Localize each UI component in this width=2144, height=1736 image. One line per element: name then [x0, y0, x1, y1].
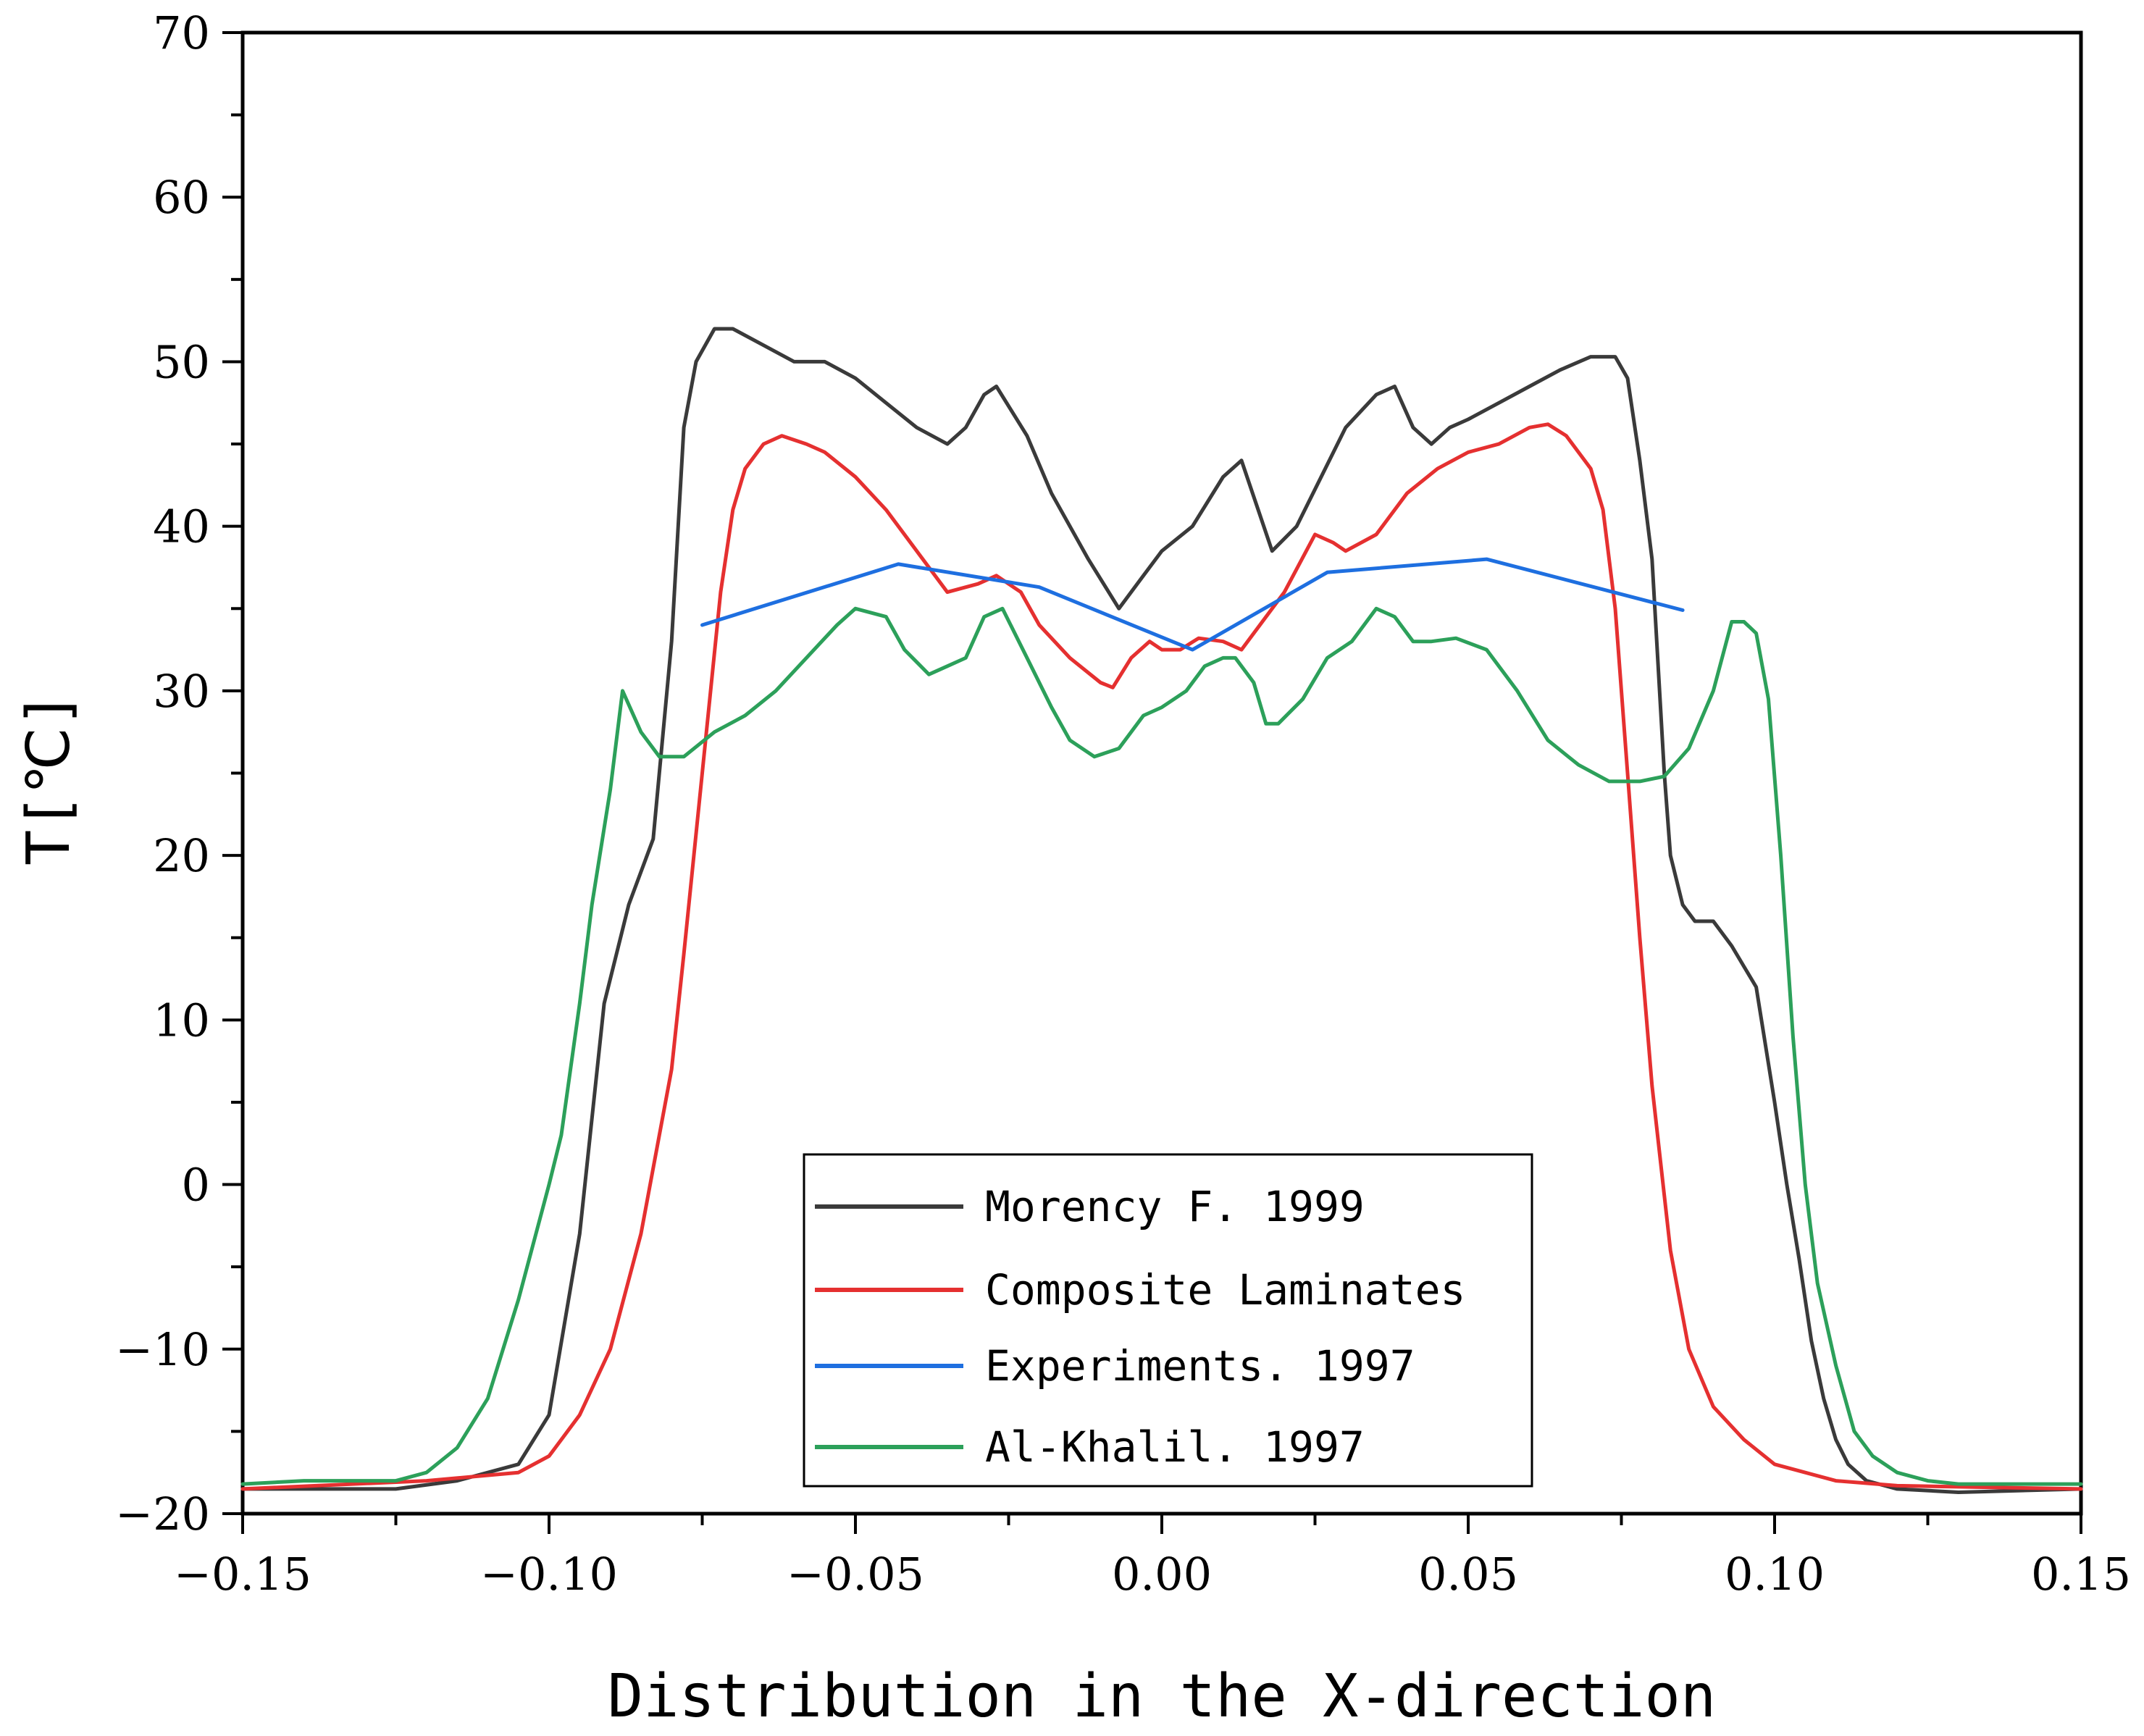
- series-line-morency-f-1999: [240, 327, 2083, 1494]
- y-tick-label: −10: [115, 1323, 210, 1376]
- series-line-al-khalil-1997: [240, 606, 2083, 1486]
- series-group: [240, 327, 2083, 1494]
- legend-label-morency-f-1999: Morency F. 1999: [985, 1182, 1365, 1231]
- y-tick-label: 0: [182, 1159, 210, 1212]
- x-tick-label: −0.05: [787, 1548, 924, 1601]
- y-tick-label: −20: [115, 1488, 210, 1540]
- x-tick-label: −0.10: [480, 1548, 618, 1601]
- x-axis-title: Distribution in the X-direction: [608, 1662, 1716, 1731]
- x-tick-label: 0.10: [1725, 1548, 1825, 1601]
- y-tick-label: 60: [153, 171, 210, 224]
- series-line-composite-laminates: [240, 422, 2083, 1491]
- y-axis-title: T[℃]: [14, 692, 83, 865]
- x-axis: −0.15 −0.10 −0.05 0.00 0.05 0.10 0.15: [174, 1514, 2131, 1601]
- y-tick-label: 50: [153, 335, 210, 388]
- x-tick-label: 0.15: [2031, 1548, 2131, 1601]
- legend-label-experiments-1997: Experiments. 1997: [985, 1341, 1415, 1391]
- y-tick-label: 10: [153, 994, 210, 1047]
- legend-label-composite-laminates: Composite Laminates: [985, 1265, 1465, 1314]
- x-tick-label: 0.00: [1112, 1548, 1212, 1601]
- legend-label-al-khalil-1997: Al-Khalil. 1997: [985, 1422, 1365, 1472]
- y-tick-label: 30: [153, 665, 210, 718]
- series-line-experiments-1997: [700, 557, 1685, 652]
- y-axis: −20 −10 0 10 20 30 40 50 60 70: [115, 7, 243, 1540]
- legend: Morency F. 1999 Composite Laminates Experi…: [803, 1153, 1533, 1488]
- y-tick-label: 40: [153, 500, 210, 553]
- x-tick-label: 0.05: [1418, 1548, 1518, 1601]
- x-tick-label: −0.15: [174, 1548, 311, 1601]
- y-tick-label: 20: [153, 829, 210, 882]
- legend-box: [803, 1153, 1533, 1488]
- y-tick-label: 70: [153, 7, 210, 59]
